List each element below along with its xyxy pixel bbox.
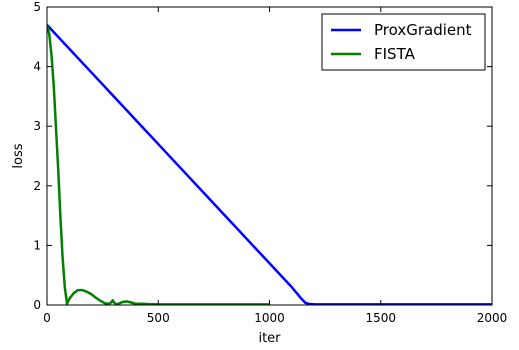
x-tick-label: 2000 bbox=[477, 311, 508, 325]
x-tick-label: 1000 bbox=[254, 311, 285, 325]
y-tick-label: 5 bbox=[33, 0, 41, 14]
y-axis-label: loss bbox=[11, 143, 26, 168]
y-tick-label: 4 bbox=[33, 60, 41, 74]
y-tick-label: 0 bbox=[33, 298, 41, 312]
x-tick-label: 1500 bbox=[365, 311, 396, 325]
series-line-proxgradient bbox=[47, 24, 492, 305]
y-tick-label: 2 bbox=[33, 179, 41, 193]
y-tick-label: 1 bbox=[33, 238, 41, 252]
series-line-fista bbox=[47, 24, 270, 305]
legend-label-proxgradient: ProxGradient bbox=[374, 21, 472, 39]
plot-area bbox=[47, 24, 492, 305]
ticks: 0 500 1000 1500 2000 0 1 2 3 4 5 bbox=[33, 0, 507, 325]
x-axis-label: iter bbox=[258, 331, 281, 346]
x-tick-label: 0 bbox=[43, 311, 51, 325]
legend-label-fista: FISTA bbox=[374, 45, 416, 63]
y-tick-label: 3 bbox=[33, 119, 41, 133]
x-tick-label: 500 bbox=[147, 311, 170, 325]
legend: ProxGradient FISTA bbox=[321, 13, 486, 71]
legend-box bbox=[321, 13, 486, 71]
